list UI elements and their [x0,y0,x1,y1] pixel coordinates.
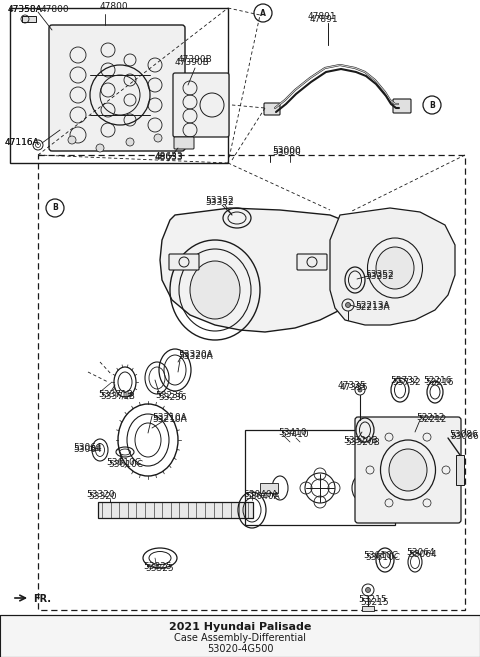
FancyBboxPatch shape [98,502,253,518]
Text: 53325: 53325 [145,564,174,573]
Text: 53064: 53064 [73,443,102,452]
Text: 53325: 53325 [143,562,172,571]
Text: 47358A: 47358A [8,5,43,14]
Polygon shape [160,208,368,332]
Text: 53040A: 53040A [245,492,280,501]
Text: 53410: 53410 [280,430,309,439]
Text: 53064: 53064 [406,548,434,557]
FancyBboxPatch shape [173,73,229,137]
FancyBboxPatch shape [362,483,384,493]
Text: 53610C: 53610C [363,551,398,560]
Text: 53352: 53352 [365,272,394,281]
FancyBboxPatch shape [260,483,278,493]
Polygon shape [330,208,455,325]
FancyBboxPatch shape [362,606,374,611]
Text: FR.: FR. [33,594,51,604]
Text: 53352: 53352 [205,196,234,205]
Text: 47390B: 47390B [178,55,213,64]
Text: 47116A: 47116A [5,138,40,147]
Text: 53064: 53064 [408,550,437,559]
Text: A: A [260,9,266,18]
Text: 53352: 53352 [365,270,394,279]
FancyBboxPatch shape [456,455,464,485]
Text: 52212: 52212 [416,413,444,422]
Ellipse shape [190,261,240,319]
Text: 52212: 52212 [418,415,446,424]
Text: 47891: 47891 [310,15,338,24]
Text: 2021 Hyundai Palisade: 2021 Hyundai Palisade [169,622,311,632]
Text: 53236: 53236 [155,391,184,400]
Text: 53320B: 53320B [343,436,378,445]
Text: 48633: 48633 [155,153,184,162]
Ellipse shape [389,449,427,491]
Text: 55732: 55732 [390,376,419,385]
Text: 53320: 53320 [88,492,117,501]
FancyBboxPatch shape [174,137,194,149]
Text: 53371B: 53371B [98,390,133,399]
Text: 53020-4G500: 53020-4G500 [207,644,273,654]
Text: 47335: 47335 [338,381,367,390]
Text: 53210A: 53210A [152,415,187,424]
FancyBboxPatch shape [393,99,411,113]
Text: B: B [52,204,58,212]
Bar [38,155,465,610]
FancyBboxPatch shape [264,103,280,115]
Circle shape [365,587,371,593]
Text: 53215: 53215 [358,595,386,604]
Circle shape [68,136,76,144]
Text: 47358A: 47358A [8,5,43,14]
Text: 53210A: 53210A [152,413,187,422]
Text: 47891: 47891 [308,12,336,21]
Text: 53610C: 53610C [106,458,141,467]
Text: 52216: 52216 [423,376,452,385]
Text: 53000: 53000 [272,148,301,157]
Text: 47800: 47800 [100,2,129,11]
Text: 53610C: 53610C [108,460,143,469]
Text: 53371B: 53371B [100,392,135,401]
FancyBboxPatch shape [355,417,461,523]
Text: Case Assembly-Differential: Case Assembly-Differential [174,633,306,643]
Text: 53610C: 53610C [365,553,400,562]
Text: 47800: 47800 [41,5,69,14]
Text: 48633: 48633 [155,152,184,161]
Text: 53320B: 53320B [345,438,380,447]
Text: 53320: 53320 [86,490,115,499]
Text: 52213A: 52213A [355,303,390,312]
FancyBboxPatch shape [297,254,327,270]
Text: 47335: 47335 [340,383,369,392]
Text: 55732: 55732 [392,378,420,387]
Text: 52213A: 52213A [355,300,390,309]
Text: 53215: 53215 [360,598,389,607]
Text: 52216: 52216 [425,378,454,387]
Text: 47390B: 47390B [175,58,210,67]
Circle shape [358,388,362,392]
FancyBboxPatch shape [49,25,185,151]
Text: 53320A: 53320A [178,350,213,359]
Text: B: B [429,101,435,110]
Bar [245,430,395,525]
Ellipse shape [376,247,414,289]
Text: 53236: 53236 [158,393,187,402]
Text: 53320A: 53320A [178,352,213,361]
Text: 53064: 53064 [73,445,102,454]
Text: 53040A: 53040A [243,490,278,499]
Text: 53086: 53086 [449,430,478,439]
Circle shape [154,134,162,142]
Bar [0,615,480,657]
Circle shape [346,302,350,307]
Text: 47116A: 47116A [5,138,40,147]
Text: 53086: 53086 [450,432,479,441]
Text: 53352: 53352 [205,198,234,207]
Bar [10,8,228,163]
FancyBboxPatch shape [169,254,199,270]
FancyBboxPatch shape [22,16,36,22]
Circle shape [96,144,104,152]
Text: 53000: 53000 [272,146,301,155]
Text: 53410: 53410 [278,428,307,437]
Circle shape [126,138,134,146]
